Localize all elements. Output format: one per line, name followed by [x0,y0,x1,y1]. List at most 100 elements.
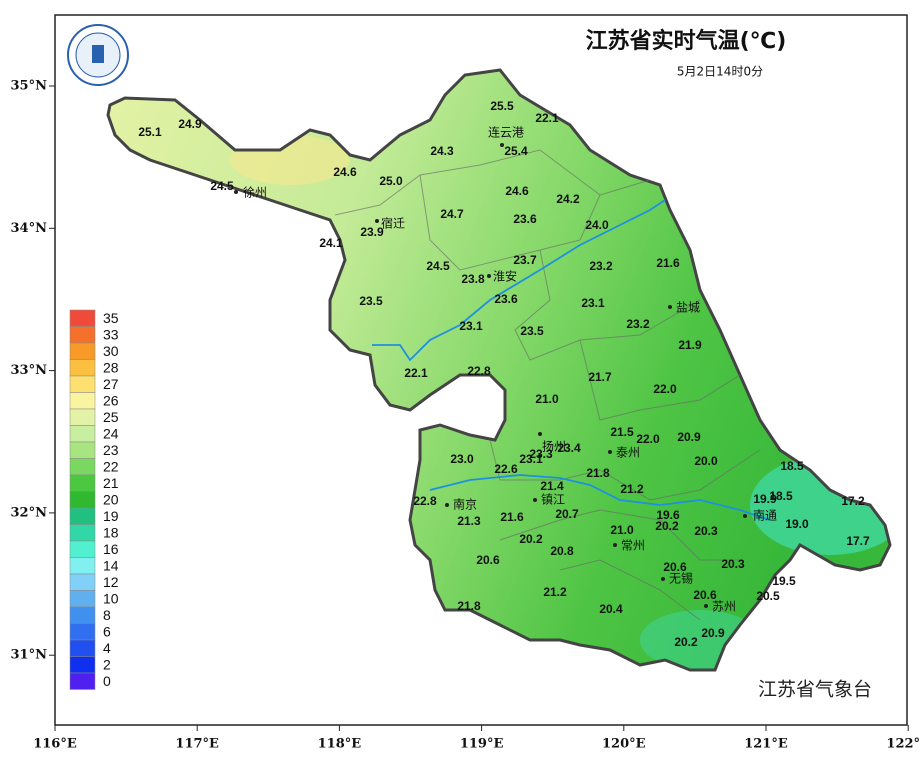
y-tick-label: 35°N [11,79,48,94]
station-temp: 24.6 [333,165,357,179]
x-tick-label: 119°E [460,737,504,752]
legend-swatch [69,524,96,542]
city-name: 连云港 [488,125,524,140]
station-temp: 19.6 [656,508,680,522]
station-temp: 20.2 [674,635,698,649]
legend-swatch [69,656,96,674]
station-temp: 25.5 [490,99,514,113]
station-temp: 18.5 [780,459,804,473]
station-temp: 20.6 [693,588,717,602]
legend-label: 26 [103,392,119,408]
station-temp: 20.2 [519,532,543,546]
city-dot [375,219,379,223]
station-temp: 23.7 [513,253,537,267]
x-tick-label: 117°E [175,737,219,752]
city-dot [533,498,537,502]
city-dot [613,543,617,547]
city-name: 常州 [621,539,645,553]
rivers [372,199,771,521]
legend-label: 24 [103,425,119,441]
station-temp: 19.5 [772,574,796,588]
station-temp: 23.6 [513,212,537,226]
station-temp: 24.9 [178,117,202,131]
legend-swatch [69,392,96,410]
legend-label: 4 [103,640,111,656]
city-name: 苏州 [712,600,736,614]
city-name: 淮安 [493,269,517,284]
city-name: 无锡 [669,571,693,586]
legend-label: 25 [103,409,119,425]
legend-swatch [69,573,96,591]
x-tick-label: 116°E [33,737,77,752]
station-temp: 20.8 [550,544,574,558]
station-temp: 22.1 [404,366,428,380]
station-temp: 24.5 [210,179,234,193]
station-temp: 22.6 [494,462,518,476]
station-temp: 21.3 [457,514,481,528]
station-temp: 21.4 [540,479,564,493]
station-temp: 23.6 [494,292,518,306]
station-temp: 21.8 [586,466,610,480]
station-temp: 24.5 [426,259,450,273]
legend-swatch [69,359,96,377]
city-name: 泰州 [616,446,640,460]
city-dot [608,450,612,454]
station-temp: 24.6 [505,184,529,198]
station-temp: 20.9 [677,430,701,444]
station-temp: 22.1 [535,111,559,125]
legend-swatch [69,672,96,690]
legend-swatch [69,557,96,575]
city-dot [704,604,708,608]
legend-label: 2 [103,656,111,672]
station-temp: 23.1 [459,319,483,333]
legend-label: 30 [103,343,119,359]
title: 江苏省实时气温(℃) [586,28,787,54]
station-temp: 22.8 [413,494,437,508]
station-temp: 23.8 [461,272,485,286]
y-tick-label: 32°N [11,505,48,520]
station-temp: 21.7 [588,370,612,384]
x-tick-label: 122°E [886,737,920,752]
station-temp: 20.3 [694,524,718,538]
station-temp: 24.0 [585,218,609,232]
station-temp: 23.9 [360,225,384,239]
legend-swatch [69,540,96,558]
station-temp: 25.4 [504,144,528,158]
station-temp: 22.8 [467,364,491,378]
station-temp: 21.2 [543,585,567,599]
station-temp: 20.6 [476,553,500,567]
station-temp: 23.3 [529,447,553,461]
legend-swatch [69,458,96,476]
station-temp: 21.5 [610,425,634,439]
city-dot [538,432,542,436]
city-name: 盐城 [676,301,700,315]
legend-swatch [69,623,96,641]
legend-label: 20 [103,491,119,507]
legend-swatch [69,491,96,509]
legend-label: 8 [103,607,111,623]
legend-label: 28 [103,359,119,375]
legend-swatch [69,639,96,657]
station-temp: 21.2 [620,482,644,496]
station-temp: 20.6 [663,560,687,574]
station-temp: 17.7 [846,534,870,548]
station-temp: 23.2 [589,259,613,273]
city-dot [487,274,491,278]
station-temp: 24.3 [430,144,454,158]
legend-label: 6 [103,623,111,639]
city-name: 扬州 [542,439,566,454]
station-temp: 19.0 [785,517,809,531]
y-tick-label: 33°N [11,363,48,378]
legend-swatch [69,326,96,344]
legend-swatch [69,507,96,525]
legend-label: 14 [103,557,119,573]
x-tick-label: 121°E [744,737,788,752]
station-temp: 22.0 [653,382,677,396]
legend-label: 16 [103,541,119,557]
legend-label: 33 [103,326,119,342]
station-temp: 17.2 [841,494,865,508]
station-temp: 21.0 [610,523,634,537]
logo-tower [92,45,104,63]
legend-label: 21 [103,475,119,491]
